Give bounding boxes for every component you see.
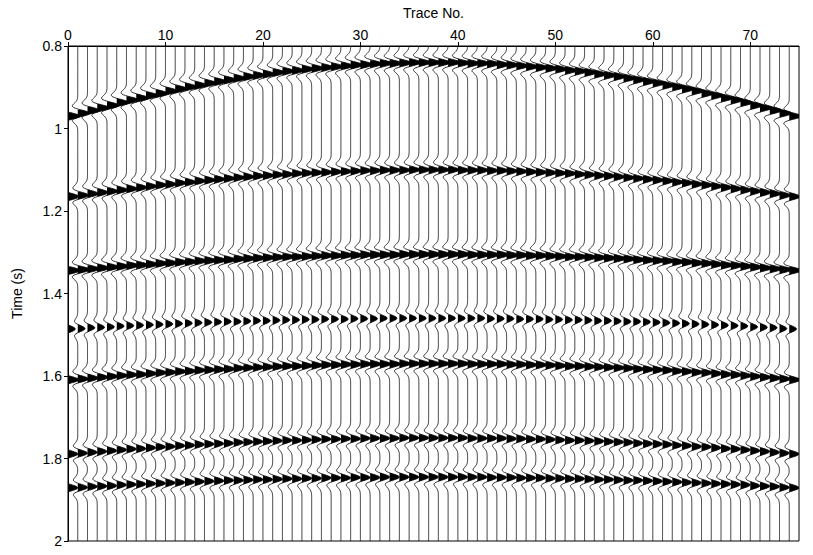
svg-text:1.4: 1.4	[43, 286, 63, 302]
svg-text:30: 30	[353, 27, 369, 43]
svg-text:2: 2	[54, 533, 62, 549]
svg-text:1.6: 1.6	[43, 368, 63, 384]
svg-text:Time (s): Time (s)	[9, 268, 25, 319]
svg-text:40: 40	[450, 27, 466, 43]
svg-text:50: 50	[548, 27, 564, 43]
svg-text:1.2: 1.2	[43, 203, 63, 219]
svg-text:1.8: 1.8	[43, 451, 63, 467]
svg-text:10: 10	[158, 27, 174, 43]
svg-text:0: 0	[64, 27, 72, 43]
svg-text:1: 1	[54, 121, 62, 137]
svg-text:0.8: 0.8	[43, 38, 63, 54]
svg-text:Trace No.: Trace No.	[403, 5, 464, 21]
svg-text:20: 20	[255, 27, 271, 43]
svg-text:60: 60	[645, 27, 661, 43]
svg-text:70: 70	[742, 27, 758, 43]
